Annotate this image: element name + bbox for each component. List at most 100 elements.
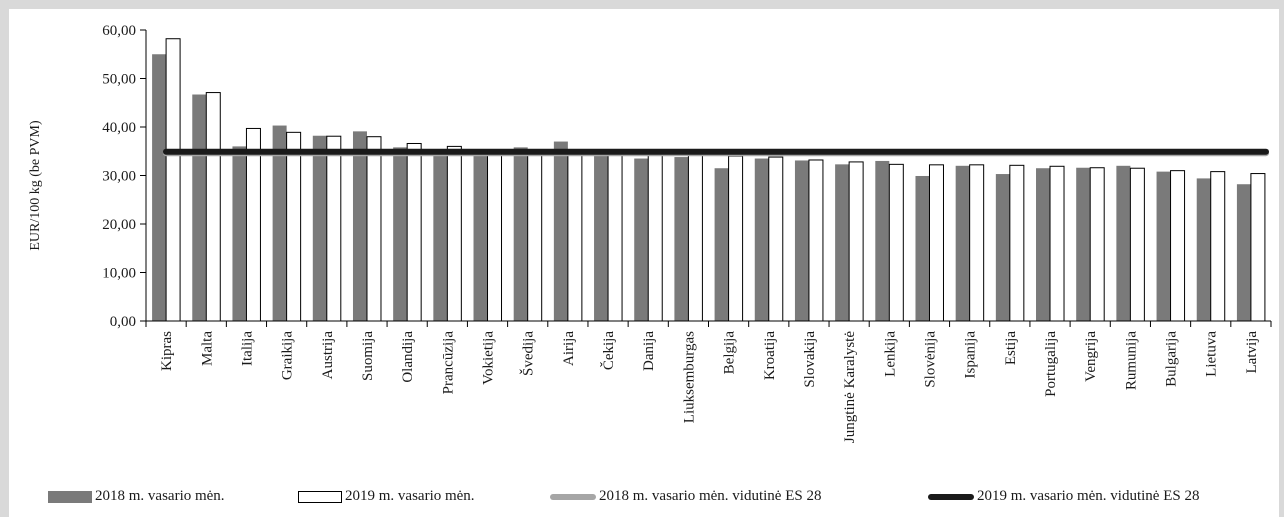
legend-item-2018: 2018 m. vasario mėn. <box>48 488 225 505</box>
bar-2019-5 <box>366 136 382 322</box>
bar-2019-22 <box>1049 165 1065 322</box>
bar-2018-16 <box>794 160 809 321</box>
x-tick-label: Italija <box>239 331 255 366</box>
bar-chart: 0,00 10,00 20,00 30,00 40,00 50,00 60,00 EUR/10… <box>28 23 1272 443</box>
bar-2018-1 <box>192 94 207 321</box>
bar-2018-17 <box>835 164 850 321</box>
bar-2018-8 <box>473 153 488 321</box>
bar-2019-19 <box>928 164 944 322</box>
bar-2018-18 <box>875 160 890 321</box>
bar-2019-4 <box>326 135 342 322</box>
bar-2018-12 <box>634 158 649 321</box>
bar-2018-24 <box>1116 165 1131 321</box>
x-tick-label: Portugalija <box>1043 331 1059 397</box>
x-tick-label: Danija <box>641 331 657 371</box>
x-tick-label: Prancūzija <box>440 331 456 395</box>
bar-2019-18 <box>888 163 904 322</box>
x-tick-label: Kroatija <box>762 331 778 380</box>
x-tick-label: Bulgarija <box>1164 331 1180 387</box>
legend-label-2019: 2019 m. vasario mėn. <box>345 488 475 504</box>
bar-2018-21 <box>995 174 1010 321</box>
legend-label-avg-2019: 2019 m. vasario mėn. vidutinė ES 28 <box>977 488 1200 504</box>
x-tick-label: Austrija <box>320 331 336 380</box>
bar-2018-4 <box>312 135 327 321</box>
bar-2019-10 <box>567 150 583 322</box>
bar-2019-14 <box>728 155 744 322</box>
x-tick-label: Malta <box>199 331 215 366</box>
y-tick-label: 60,00 <box>102 23 136 39</box>
legend-item-2019: 2019 m. vasario mėn. <box>298 488 475 505</box>
bar-2018-10 <box>553 141 568 321</box>
bar-2018-5 <box>352 131 367 321</box>
bar-2018-22 <box>1036 168 1051 321</box>
bar-2019-15 <box>768 156 784 322</box>
x-tick-label: Airija <box>561 331 577 366</box>
x-tick-label: Švedija <box>520 331 537 376</box>
y-tick-label: 50,00 <box>102 72 136 88</box>
bar-2019-9 <box>527 149 543 322</box>
bar-2018-23 <box>1076 167 1091 321</box>
x-tick-label: Jungtinė Karalystė <box>842 331 858 443</box>
bar-2018-11 <box>594 153 609 321</box>
legend-item-avg-2019: 2019 m. vasario mėn. vidutinė ES 28 <box>928 488 1199 505</box>
x-tick-label: Rumunija <box>1123 331 1139 391</box>
bar-2019-1 <box>205 92 221 322</box>
x-tick-label: Suomija <box>360 331 376 381</box>
bar-2019-3 <box>286 131 302 322</box>
bar-2018-7 <box>433 149 448 321</box>
x-tick-label: Lenkija <box>882 331 898 377</box>
bar-2018-6 <box>393 147 408 321</box>
bar-2018-27 <box>1236 184 1251 321</box>
x-tick-label: Slovakija <box>802 331 818 388</box>
bar-2019-20 <box>969 164 985 322</box>
legend-swatch-2019 <box>298 490 342 503</box>
bar-2019-25 <box>1170 170 1186 322</box>
y-tick-label: 30,00 <box>102 169 136 185</box>
x-tick-label: Olandija <box>400 331 416 383</box>
x-tick-label: Liuksemburgas <box>681 331 697 423</box>
x-tick-label: Slovėnija <box>922 331 938 388</box>
x-tick-label: Belgija <box>722 331 738 375</box>
bar-2018-15 <box>754 158 769 321</box>
bar-2018-3 <box>272 125 287 321</box>
legend-swatch-2018 <box>48 490 92 503</box>
bar-2019-0 <box>165 38 181 322</box>
x-tick-label: Lietuva <box>1204 331 1220 377</box>
bar-2018-14 <box>714 168 729 321</box>
chart-frame: 0,00 10,00 20,00 30,00 40,00 50,00 60,00 EUR/10… <box>9 9 1279 517</box>
bar-2019-13 <box>687 154 703 322</box>
legend: 2018 m. vasario mėn. 2019 m. vasario mėn… <box>0 488 1275 514</box>
legend-item-avg-2018: 2018 m. vasario mėn. vidutinė ES 28 <box>550 488 821 505</box>
bar-2019-7 <box>446 145 462 322</box>
bar-2018-13 <box>674 157 689 321</box>
y-tick-label: 10,00 <box>102 266 136 282</box>
legend-swatch-avg-2018 <box>550 493 596 500</box>
bar-2019-6 <box>406 142 422 322</box>
x-tick-label: Kipras <box>159 331 175 371</box>
x-tick-label: Ispanija <box>963 331 979 379</box>
bar-2018-2 <box>232 146 247 321</box>
legend-swatch-avg-2019 <box>928 493 974 500</box>
bar-2019-24 <box>1129 167 1145 322</box>
bar-2019-23 <box>1089 167 1105 322</box>
x-tick-label: Vengrija <box>1083 331 1099 382</box>
legend-label-avg-2018: 2018 m. vasario mėn. vidutinė ES 28 <box>599 488 822 504</box>
bar-2019-12 <box>647 153 663 322</box>
bar-2019-8 <box>487 149 503 322</box>
bar-2019-11 <box>607 151 623 322</box>
bar-2019-21 <box>1009 164 1025 322</box>
bar-2018-20 <box>955 165 970 321</box>
bar-2019-2 <box>245 127 261 322</box>
y-tick-label: 0,00 <box>110 314 136 330</box>
bar-2019-16 <box>808 159 824 322</box>
bar-2018-25 <box>1156 171 1171 321</box>
bar-2018-19 <box>915 175 930 321</box>
bar-2019-17 <box>848 161 864 322</box>
x-tick-label: Graikija <box>280 331 296 380</box>
y-axis-label: EUR/100 kg (be PVM) <box>28 120 43 251</box>
legend-label-2018: 2018 m. vasario mėn. <box>95 488 225 504</box>
y-tick-label: 20,00 <box>102 217 136 233</box>
y-tick-label: 40,00 <box>102 120 136 136</box>
bar-2018-9 <box>513 147 528 321</box>
x-tick-label: Latvija <box>1244 331 1260 374</box>
